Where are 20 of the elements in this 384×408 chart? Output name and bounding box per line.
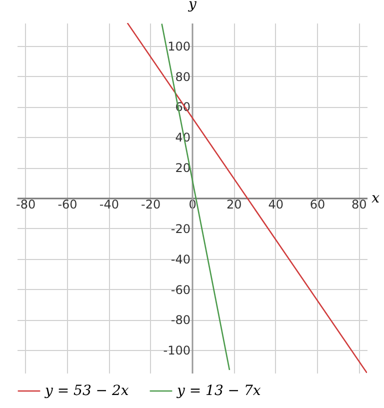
y-tick-label: -80 [170, 313, 190, 328]
y-tick-label: -100 [163, 344, 190, 358]
x-tick-label: -60 [58, 198, 78, 212]
legend-label: y = 53 − 2x [44, 383, 129, 399]
x-tick-label: -20 [141, 198, 161, 212]
y-tick-label: -20 [170, 222, 190, 236]
x-tick-label: 80 [352, 198, 367, 212]
x-axis-title: x [372, 190, 380, 206]
legend-label: y = 13 − 7x [176, 383, 261, 399]
y-tick-label: 20 [175, 161, 190, 176]
y-tick-label: -60 [170, 282, 190, 297]
x-tick-label: 40 [268, 198, 284, 212]
y-tick-label: -40 [170, 252, 190, 266]
y-tick-label: 100 [168, 39, 190, 54]
x-tick-label: -80 [16, 198, 36, 212]
y-axis-title: y [188, 0, 198, 12]
y-tick-label: 80 [175, 70, 190, 84]
x-tick-label: 20 [226, 198, 242, 212]
x-tick-label: -40 [99, 198, 119, 212]
x-tick-label: 60 [310, 198, 326, 212]
